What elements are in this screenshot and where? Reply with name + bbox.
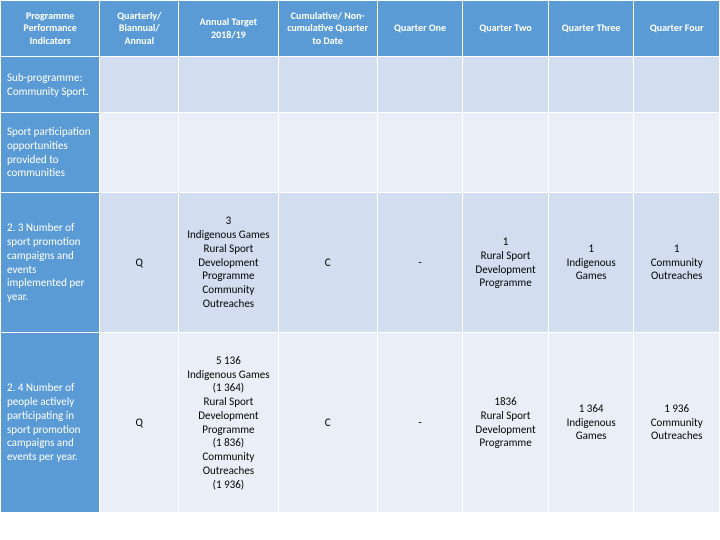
table-header-row: Programme Performance Indicators Quarter… xyxy=(1,1,720,57)
table-cell: Q xyxy=(100,333,179,513)
col-header: Quarterly/ Biannual/ Annual xyxy=(100,1,179,57)
col-header: Annual Target 2018/19 xyxy=(179,1,278,57)
table-cell: 1 936Community Outreaches xyxy=(634,333,720,513)
table-cell xyxy=(179,57,278,113)
col-header: Programme Performance Indicators xyxy=(1,1,100,57)
table-cell xyxy=(548,57,634,113)
table-row: 2. 3 Number of sport promotion campaigns… xyxy=(1,193,720,333)
table-cell: 3Indigenous GamesRural Sport Development… xyxy=(179,193,278,333)
table-cell: 1836Rural Sport Development Programme xyxy=(463,333,549,513)
table-cell: 1Indigenous Games xyxy=(548,193,634,333)
row-label: 2. 4 Number of people actively participa… xyxy=(1,333,100,513)
row-label: Sport participation opportunities provid… xyxy=(1,113,100,193)
row-label: 2. 3 Number of sport promotion campaigns… xyxy=(1,193,100,333)
table-cell xyxy=(634,57,720,113)
table-row: Sport participation opportunities provid… xyxy=(1,113,720,193)
table-cell xyxy=(100,113,179,193)
table-cell xyxy=(548,113,634,193)
table-cell xyxy=(179,113,278,193)
table-cell: - xyxy=(377,193,463,333)
table-row: 2. 4 Number of people actively participa… xyxy=(1,333,720,513)
table-cell xyxy=(100,57,179,113)
col-header: Quarter One xyxy=(377,1,463,57)
table-cell xyxy=(278,57,377,113)
col-header: Quarter Two xyxy=(463,1,549,57)
table-cell xyxy=(278,113,377,193)
table-body: Sub-programme: Community Sport.Sport par… xyxy=(1,57,720,513)
col-header: Cumulative/ Non-cumulative Quarter to Da… xyxy=(278,1,377,57)
table-cell xyxy=(634,113,720,193)
performance-indicators-table: Programme Performance Indicators Quarter… xyxy=(0,0,720,513)
row-label: Sub-programme: Community Sport. xyxy=(1,57,100,113)
table-cell: 1 364Indigenous Games xyxy=(548,333,634,513)
table-row: Sub-programme: Community Sport. xyxy=(1,57,720,113)
table-cell: - xyxy=(377,333,463,513)
table-cell xyxy=(377,113,463,193)
table-cell: Q xyxy=(100,193,179,333)
col-header: Quarter Four xyxy=(634,1,720,57)
table-cell: C xyxy=(278,193,377,333)
table-cell: 1Community Outreaches xyxy=(634,193,720,333)
table-cell: 1Rural Sport Development Programme xyxy=(463,193,549,333)
table-cell xyxy=(463,113,549,193)
table-cell: 5 136Indigenous Games(1 364)Rural Sport … xyxy=(179,333,278,513)
table-cell xyxy=(463,57,549,113)
table-cell: C xyxy=(278,333,377,513)
table-cell xyxy=(377,57,463,113)
col-header: Quarter Three xyxy=(548,1,634,57)
